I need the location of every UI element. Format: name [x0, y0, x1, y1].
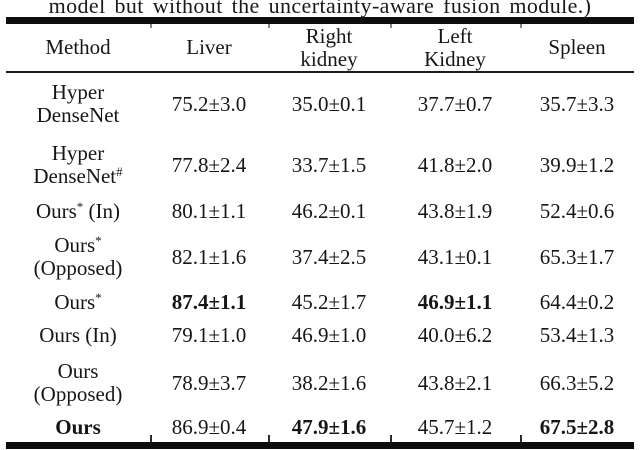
header-row: Method Liver Right kidney Left Kidney Sp…	[6, 24, 634, 71]
value-cell-spleen: 39.9±1.2	[539, 152, 615, 177]
value-cell-liver: 82.1±1.6	[171, 244, 247, 269]
method-cell: Ours*	[54, 290, 102, 314]
results-table: Method Liver Right kidney Left Kidney Sp…	[6, 17, 634, 449]
column-tick	[520, 435, 522, 442]
method-cell: Ours (In)	[39, 323, 117, 347]
method-cell: Ours	[55, 415, 101, 439]
value-cell-liver: 87.4±1.1	[171, 290, 247, 314]
value-cell-liver: 75.2±3.0	[171, 91, 247, 116]
value-cell-spleen: 64.4±0.2	[539, 290, 615, 314]
value-cell-spleen: 52.4±0.6	[539, 198, 615, 223]
value-cell-left-kidney: 46.9±1.1	[417, 290, 493, 314]
column-tick	[268, 435, 270, 442]
table-row: Ours* 87.4±1.1 45.2±1.7 46.9±1.1 64.4±0.…	[6, 287, 634, 318]
method-cell: Hyper DenseNet#	[33, 141, 123, 188]
value-cell-spleen: 53.4±1.3	[539, 323, 615, 347]
value-cell-right-kidney: 38.2±1.6	[291, 370, 367, 395]
header-right-kidney: Right kidney	[300, 23, 358, 71]
table-row: Ours (Opposed) 78.9±3.7 38.2±1.6 43.8±2.…	[6, 353, 634, 413]
table-row: Ours 86.9±0.4 47.9±1.6 45.7±1.2 67.5±2.8	[6, 413, 634, 442]
value-cell-spleen: 66.3±5.2	[539, 370, 615, 395]
value-cell-liver: 80.1±1.1	[171, 198, 247, 223]
value-cell-right-kidney: 33.7±1.5	[291, 152, 367, 177]
table-row: Hyper DenseNet# 77.8±2.4 33.7±1.5 41.8±2…	[6, 135, 634, 195]
value-cell-right-kidney: 45.2±1.7	[291, 290, 367, 314]
table-row: Ours (In) 79.1±1.0 46.9±1.0 40.0±6.2 53.…	[6, 318, 634, 353]
value-cell-right-kidney: 46.9±1.0	[291, 323, 367, 347]
bottom-rule	[6, 435, 634, 449]
method-cell: Ours (Opposed)	[33, 359, 123, 406]
column-tick	[390, 24, 392, 28]
method-cell: Ours* (In)	[35, 198, 121, 223]
method-cell: Ours* (Opposed)	[33, 233, 123, 280]
column-tick	[520, 24, 522, 28]
table-row: Hyper DenseNet 75.2±3.0 35.0±0.1 37.7±0.…	[6, 73, 634, 135]
header-spleen: Spleen	[548, 35, 606, 59]
value-cell-liver: 86.9±0.4	[171, 415, 247, 439]
column-tick	[268, 24, 270, 28]
header-rule	[6, 71, 634, 73]
value-cell-left-kidney: 41.8±2.0	[417, 152, 493, 177]
value-cell-left-kidney: 43.1±0.1	[417, 244, 493, 269]
value-cell-liver: 78.9±3.7	[171, 370, 247, 395]
value-cell-right-kidney: 37.4±2.5	[291, 244, 367, 269]
value-cell-left-kidney: 37.7±0.7	[417, 91, 493, 116]
column-tick	[150, 435, 152, 442]
value-cell-liver: 77.8±2.4	[171, 152, 247, 177]
header-method: Method	[45, 35, 111, 59]
column-tick	[150, 24, 152, 28]
table-row: Ours* (Opposed) 82.1±1.6 37.4±2.5 43.1±0…	[6, 227, 634, 287]
value-cell-right-kidney: 47.9±1.6	[291, 415, 367, 439]
value-cell-left-kidney: 43.8±2.1	[417, 370, 493, 395]
value-cell-left-kidney: 43.8±1.9	[417, 198, 493, 223]
value-cell-left-kidney: 40.0±6.2	[417, 323, 493, 347]
value-cell-right-kidney: 35.0±0.1	[291, 91, 367, 116]
value-cell-left-kidney: 45.7±1.2	[417, 415, 493, 439]
value-cell-right-kidney: 46.2±0.1	[291, 198, 367, 223]
header-left-kidney: Left Kidney	[424, 23, 486, 71]
table-row: Ours* (In) 80.1±1.1 46.2±0.1 43.8±1.9 52…	[6, 195, 634, 227]
header-liver: Liver	[186, 35, 232, 59]
column-tick	[390, 435, 392, 442]
top-rule	[6, 17, 634, 28]
value-cell-liver: 79.1±1.0	[171, 323, 247, 347]
method-cell: Hyper DenseNet	[36, 80, 120, 127]
value-cell-spleen: 35.7±3.3	[539, 91, 615, 116]
value-cell-spleen: 65.3±1.7	[539, 244, 615, 269]
value-cell-spleen: 67.5±2.8	[539, 415, 615, 439]
table-caption: model but without the uncertainty-aware …	[48, 0, 592, 18]
